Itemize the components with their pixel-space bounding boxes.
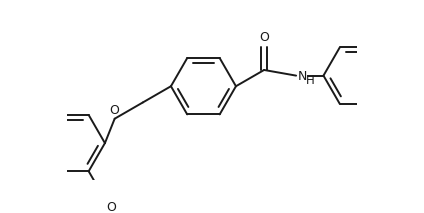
Text: O: O: [109, 104, 119, 117]
Text: N: N: [298, 70, 307, 83]
Text: O: O: [106, 201, 116, 213]
Text: O: O: [259, 31, 269, 44]
Text: H: H: [307, 74, 315, 87]
